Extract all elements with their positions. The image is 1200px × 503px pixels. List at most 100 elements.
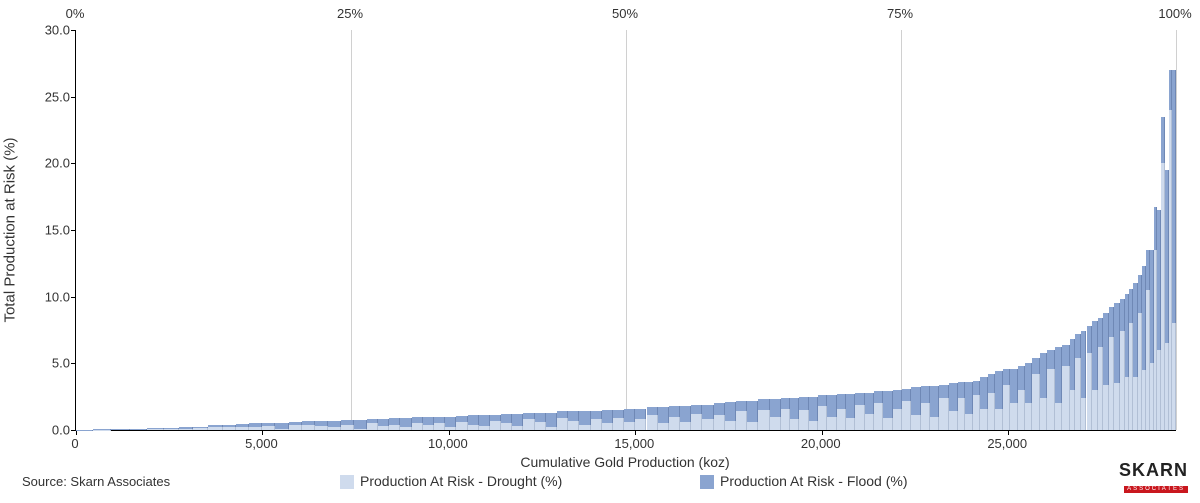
bar-drought	[193, 428, 208, 430]
bar-flood	[223, 425, 236, 428]
bar-drought	[412, 423, 423, 430]
bar-drought	[111, 429, 130, 430]
bar-flood	[725, 402, 736, 421]
legend-flood: Production At Risk - Flood (%)	[700, 473, 908, 489]
bar-drought	[827, 417, 836, 430]
bar-flood	[456, 416, 467, 422]
bar-flood	[949, 383, 958, 411]
bar-flood	[193, 427, 208, 428]
bar-flood	[434, 417, 445, 424]
bar-drought	[883, 418, 892, 430]
x-tick-label: 25,000	[987, 436, 1027, 451]
bar-drought	[1062, 366, 1069, 430]
bar-drought	[328, 427, 341, 430]
bar-flood	[591, 411, 602, 420]
bar-drought	[389, 425, 400, 430]
bar-flood	[354, 420, 367, 429]
bar-drought	[702, 419, 713, 430]
y-tick-label: 30.0	[35, 23, 70, 38]
bar-drought	[995, 409, 1002, 430]
bar-drought	[445, 427, 456, 430]
bar-drought	[249, 427, 262, 430]
bar-flood	[546, 413, 557, 428]
bar-drought	[980, 409, 987, 430]
bar-flood	[635, 409, 646, 420]
bar-drought	[579, 425, 590, 430]
bar-drought	[949, 411, 958, 430]
bar-drought	[988, 393, 995, 430]
bar-drought	[837, 409, 846, 430]
y-tick-label: 0.0	[35, 423, 70, 438]
top-tick-label: 25%	[337, 6, 363, 21]
bar-flood	[902, 389, 911, 401]
bar-drought	[747, 422, 758, 430]
bar-drought	[1047, 369, 1054, 430]
bar-drought	[468, 425, 479, 430]
bar-flood	[445, 417, 456, 428]
bar-drought	[523, 419, 534, 430]
gridline	[626, 30, 627, 430]
bar-flood	[412, 417, 423, 422]
bar-flood	[669, 406, 680, 417]
bar-flood	[988, 374, 995, 393]
bar-flood	[249, 423, 262, 426]
y-tick-label: 5.0	[35, 356, 70, 371]
bar-drought	[179, 429, 194, 430]
bar-drought	[367, 423, 378, 430]
bar-flood	[1003, 369, 1010, 385]
bar-flood	[1025, 363, 1032, 403]
bar-flood	[315, 421, 328, 426]
bar-drought	[725, 421, 736, 430]
bar-drought	[855, 405, 864, 430]
bar-flood	[995, 371, 1002, 408]
bar-drought	[400, 427, 411, 430]
bar-flood	[691, 405, 702, 414]
bar-flood	[302, 421, 315, 424]
bar-drought	[501, 423, 512, 430]
bar-flood	[874, 391, 883, 403]
bar-drought	[289, 425, 302, 430]
bar-flood	[523, 413, 534, 420]
bar-drought	[423, 425, 434, 430]
bar-flood	[647, 407, 658, 415]
bar-drought	[1032, 374, 1039, 430]
bar-drought	[965, 414, 972, 430]
bar-flood	[837, 394, 846, 409]
bar-drought	[130, 429, 147, 430]
bar-flood	[1172, 70, 1176, 323]
bar-flood	[855, 393, 864, 405]
bar-drought	[770, 417, 781, 430]
bar-flood	[490, 415, 501, 421]
bar-flood	[893, 390, 902, 409]
bar-drought	[262, 426, 275, 430]
y-tick-label: 25.0	[35, 89, 70, 104]
bar-flood	[275, 423, 288, 429]
x-tick-label: 15,000	[614, 436, 654, 451]
bar-flood	[790, 398, 799, 419]
top-tick-label: 50%	[612, 6, 638, 21]
bar-flood	[501, 414, 512, 423]
x-axis-title: Cumulative Gold Production (koz)	[520, 454, 729, 470]
bar-drought	[846, 418, 855, 430]
y-axis-title: Total Production at Risk (%)	[2, 137, 19, 322]
bar-drought	[568, 421, 579, 430]
bar-drought	[208, 427, 223, 430]
bar-flood	[1010, 369, 1017, 404]
bar-drought	[546, 427, 557, 430]
bar-flood	[658, 407, 669, 423]
bar-flood	[809, 397, 818, 421]
bar-drought	[973, 395, 980, 430]
bar-drought	[874, 403, 883, 430]
bar-flood	[1055, 347, 1062, 403]
bar-drought	[302, 425, 315, 430]
bar-flood	[130, 429, 147, 430]
bar-drought	[691, 414, 702, 430]
bar-flood	[262, 423, 275, 426]
legend-swatch-flood	[700, 475, 714, 489]
bar-flood	[147, 428, 164, 429]
top-tick-label: 75%	[887, 6, 913, 21]
bar-flood	[557, 411, 568, 418]
bar-drought	[602, 423, 613, 430]
bar-flood	[328, 421, 341, 428]
bar-drought	[456, 422, 467, 430]
